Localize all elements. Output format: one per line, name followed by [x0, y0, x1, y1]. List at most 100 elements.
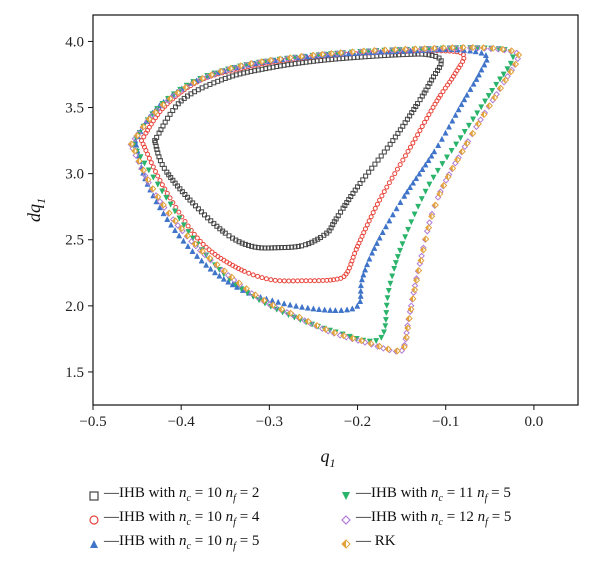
data-point: [190, 200, 196, 206]
data-point: [164, 215, 171, 222]
legend-marker-icon: [340, 487, 352, 500]
legend-marker-icon: [88, 511, 100, 525]
data-point: [228, 273, 236, 281]
y-tick-label: 4.0: [65, 34, 84, 50]
data-point: [285, 244, 291, 250]
data-point: [402, 153, 408, 159]
data-point: [267, 56, 275, 64]
legend-item: — RK: [340, 530, 396, 552]
data-point: [278, 305, 286, 313]
data-point: [360, 271, 367, 278]
data-point: [425, 156, 432, 163]
data-point: [377, 48, 384, 55]
data-point: [198, 257, 205, 264]
data-point: [191, 240, 199, 248]
legend-item: —IHB with nc = 10 nf = 2: [88, 482, 259, 504]
data-point: [192, 203, 198, 209]
data-point: [415, 203, 422, 210]
data-point: [474, 120, 482, 128]
data-point: [209, 249, 215, 255]
data-point: [467, 85, 474, 92]
data-point: [416, 170, 423, 177]
data-point: [148, 160, 154, 166]
data-point: [489, 88, 496, 95]
data-point: [397, 247, 404, 254]
data-point: [472, 48, 479, 55]
data-point: [367, 339, 375, 347]
data-point: [135, 157, 143, 165]
data-point: [309, 51, 317, 59]
data-point: [419, 123, 425, 129]
data-point: [411, 45, 419, 53]
data-point: [413, 276, 421, 284]
data-point: [167, 195, 173, 201]
data-point: [202, 212, 208, 218]
data-point: [419, 246, 427, 254]
data-point: [185, 229, 192, 236]
data-point: [408, 219, 415, 226]
data-point: [449, 164, 457, 172]
data-point: [309, 239, 315, 245]
data-point: [394, 254, 401, 261]
data-point: [382, 323, 389, 330]
data-point: [316, 305, 323, 312]
data-point: [139, 166, 147, 174]
data-point: [407, 305, 415, 313]
data-point: [247, 60, 255, 68]
data-point: [128, 140, 136, 148]
data-point: [272, 245, 278, 251]
data-point: [461, 129, 468, 136]
data-point: [475, 71, 482, 78]
data-point: [393, 347, 401, 355]
data-point: [321, 306, 328, 313]
data-point: [248, 290, 256, 297]
legend-item: —IHB with nc = 10 nf = 5: [88, 530, 259, 552]
data-point: [184, 194, 190, 200]
data-point: [171, 217, 179, 225]
y-tick-label: 3.5: [65, 101, 84, 117]
data-point: [409, 295, 417, 303]
data-point: [426, 219, 433, 226]
data-point: [180, 237, 187, 244]
data-point: [208, 71, 216, 79]
x-tick-label: −0.4: [168, 414, 196, 430]
data-point: [485, 93, 492, 100]
data-point: [453, 141, 460, 148]
data-point: [404, 324, 412, 332]
data-point: [377, 197, 383, 203]
x-tick-label: 0.0: [525, 414, 544, 430]
data-point: [428, 212, 436, 220]
data-point: [190, 79, 198, 87]
data-point: [152, 168, 158, 174]
data-point: [392, 134, 398, 140]
data-point: [389, 273, 396, 280]
legend: —IHB with nc = 10 nf = 2 —IHB with nc = 1…: [88, 482, 588, 574]
data-point: [389, 175, 395, 181]
data-point: [316, 278, 322, 284]
data-point: [384, 295, 391, 302]
data-point: [150, 164, 156, 170]
data-point: [141, 172, 149, 179]
data-point: [175, 101, 181, 107]
data-point: [242, 285, 250, 293]
data-point: [281, 300, 288, 307]
series-0: [152, 51, 444, 251]
data-point: [461, 96, 468, 103]
series-layer: [127, 43, 523, 355]
data-point: [477, 116, 484, 124]
data-point: [166, 95, 174, 103]
data-point: [174, 222, 182, 229]
data-point: [431, 148, 438, 155]
data-point: [220, 267, 228, 275]
data-point: [304, 317, 312, 325]
data-point: [159, 188, 166, 195]
data-point: [452, 111, 459, 118]
data-point: [438, 58, 444, 64]
data-point: [368, 214, 374, 220]
data-point: [478, 49, 485, 56]
data-point: [442, 129, 449, 136]
data-point: [481, 61, 488, 68]
data-point: [203, 73, 211, 81]
data-point: [458, 147, 466, 156]
data-point: [208, 218, 214, 224]
